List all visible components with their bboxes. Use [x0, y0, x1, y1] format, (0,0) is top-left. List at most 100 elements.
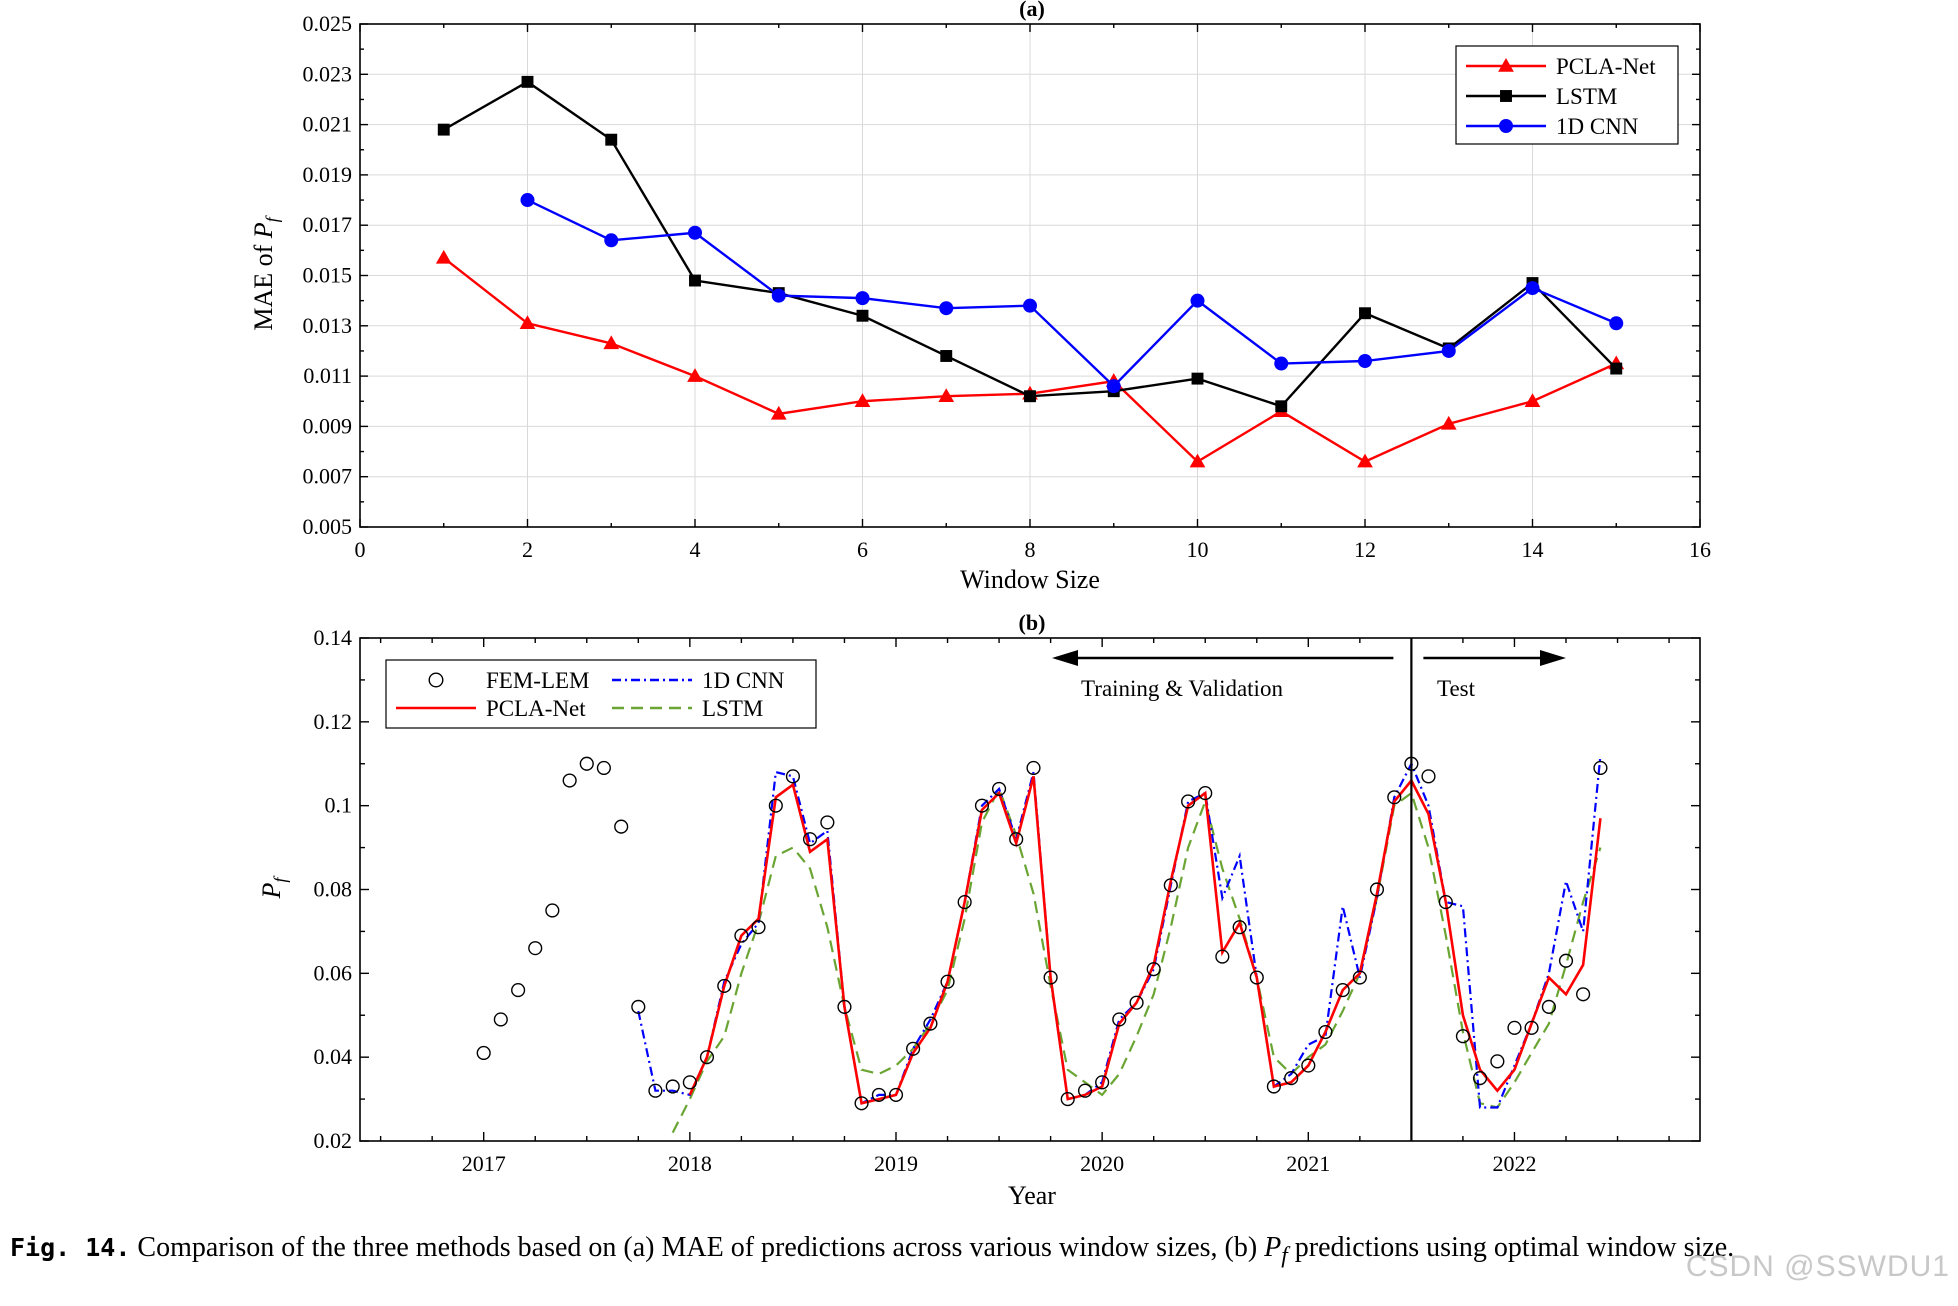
b-point-fem-lem: [1301, 1058, 1316, 1073]
a-xtick-label: 10: [1187, 537, 1209, 562]
b-point-fem-lem: [1541, 999, 1556, 1014]
b-point-fem-lem: [785, 769, 800, 784]
a-xtick-label: 14: [1522, 537, 1544, 562]
a-point-1d-cnn: [1106, 379, 1121, 394]
a-xtick-label: 6: [857, 537, 868, 562]
a-point-1d-cnn: [1023, 298, 1037, 313]
b-ytick-label: 0.1: [325, 793, 353, 818]
a-point-pcla-net: [854, 393, 871, 407]
b-ytick-label: 0.12: [314, 709, 353, 734]
b-point-fem-lem: [476, 1045, 491, 1061]
b-point-fem-lem: [1524, 1020, 1539, 1035]
b-point-fem-lem: [1215, 949, 1230, 964]
a-point-1d-cnn: [604, 233, 619, 248]
a-legend-label: PCLA-Net: [1556, 54, 1656, 79]
b-ytick-label: 0.08: [314, 877, 353, 902]
b-point-fem-lem: [906, 1041, 921, 1056]
b-point-fem-lem: [1576, 987, 1591, 1002]
b-legend-label: 1D CNN: [702, 668, 785, 693]
b-point-fem-lem: [1129, 995, 1144, 1010]
a-legend-label: 1D CNN: [1556, 114, 1639, 139]
b-point-fem-lem: [1369, 882, 1385, 897]
b-legend-marker: [428, 672, 444, 688]
panel-a-ticks: 0 2 4 6 8 10 12 14 16 0.005 0.007 0.009 0.011 0.013 0.…: [303, 11, 1712, 562]
a-point-lstm: [856, 309, 869, 322]
a-xtick-label: 2: [522, 537, 533, 562]
b-point-fem-lem: [888, 1087, 904, 1102]
a-point-1d-cnn: [1274, 356, 1289, 371]
b-series-line-lstm: [671, 786, 1602, 1134]
panel-b-ticks: 2017 2018 2019 2020 2021 2022 0.02 0.04 0.06 0.08…: [314, 625, 1700, 1176]
a-point-1d-cnn: [1441, 343, 1456, 358]
a-xtick-label: 4: [690, 537, 701, 562]
a-point-lstm: [1610, 362, 1623, 375]
b-point-fem-lem: [1438, 895, 1453, 910]
a-ytick-label: 0.013: [303, 313, 353, 338]
b-point-fem-lem: [631, 999, 646, 1014]
b-point-fem-lem: [717, 978, 732, 993]
b-point-fem-lem: [493, 1012, 508, 1027]
b-point-fem-lem: [1163, 878, 1178, 893]
a-point-pcla-net: [1357, 453, 1373, 468]
a-ytick-label: 0.015: [303, 263, 353, 288]
a-point-pcla-net: [1189, 453, 1206, 468]
b-xtick-label: 2020: [1080, 1151, 1124, 1176]
panel-b-xlabel: Year: [1008, 1181, 1056, 1210]
panel-b-series: [476, 755, 1608, 1134]
b-ytick-label: 0.02: [314, 1128, 353, 1153]
b-point-fem-lem: [1181, 794, 1196, 809]
a-point-pcla-net: [603, 335, 620, 350]
b-ytick-label: 0.14: [314, 625, 353, 650]
b-ytick-label: 0.06: [314, 960, 353, 985]
a-point-lstm: [521, 75, 534, 88]
a-point-1d-cnn: [520, 193, 535, 208]
b-point-fem-lem: [699, 1050, 715, 1065]
panel-b-title: (b): [1019, 610, 1046, 635]
b-point-fem-lem: [1232, 920, 1247, 935]
a-ytick-label: 0.011: [303, 363, 352, 388]
b-xtick-label: 2021: [1286, 1151, 1330, 1176]
a-point-pcla-net: [687, 368, 703, 382]
caption-label: Fig. 14.: [10, 1233, 131, 1262]
a-point-1d-cnn: [939, 301, 954, 316]
a-point-1d-cnn: [1358, 354, 1372, 369]
a-point-pcla-net: [770, 405, 787, 420]
panel-a-legend: PCLA-Net LSTM 1D CNN: [1455, 45, 1679, 145]
b-legend-label: FEM-LEM: [486, 668, 590, 693]
a-point-lstm: [940, 350, 953, 362]
b-legend-label: LSTM: [702, 696, 763, 721]
b-point-fem-lem: [1249, 970, 1264, 985]
a-point-lstm: [1275, 400, 1288, 413]
a-xtick-label: 16: [1689, 537, 1711, 562]
panel-a-series: [435, 75, 1625, 468]
b-point-fem-lem: [1335, 983, 1350, 998]
b-xtick-label: 2019: [874, 1151, 918, 1176]
b-point-fem-lem: [837, 999, 852, 1014]
b-xtick-label: 2017: [462, 1151, 506, 1176]
a-point-pcla-net: [938, 388, 955, 402]
panel-b-chart: (b) 2017 2018 2019 2020 2021 2022 0.02 0.04 0.06…: [257, 610, 1701, 1210]
a-ytick-label: 0.021: [303, 112, 353, 137]
b-point-fem-lem: [871, 1087, 886, 1102]
training-arrow-head: [1052, 650, 1078, 666]
b-point-fem-lem: [854, 1096, 869, 1111]
b-point-fem-lem: [1043, 970, 1058, 985]
b-ytick-label: 0.04: [314, 1044, 353, 1069]
b-point-fem-lem: [665, 1079, 680, 1094]
a-point-lstm: [1024, 390, 1036, 403]
panel-a-ylabel: MAE of Pf: [249, 214, 282, 330]
b-point-fem-lem: [940, 974, 955, 989]
a-point-1d-cnn: [771, 288, 786, 303]
b-point-fem-lem: [1009, 832, 1024, 847]
a-xtick-label: 8: [1025, 537, 1036, 562]
b-point-fem-lem: [1198, 786, 1213, 801]
b-point-fem-lem: [1490, 1054, 1505, 1069]
a-point-1d-cnn: [688, 225, 702, 240]
b-point-fem-lem: [1284, 1071, 1299, 1086]
b-point-fem-lem: [1455, 1029, 1470, 1044]
b-point-fem-lem: [1472, 1071, 1488, 1086]
b-point-fem-lem: [562, 773, 577, 788]
b-point-fem-lem: [1593, 760, 1608, 776]
b-point-fem-lem: [957, 895, 972, 910]
